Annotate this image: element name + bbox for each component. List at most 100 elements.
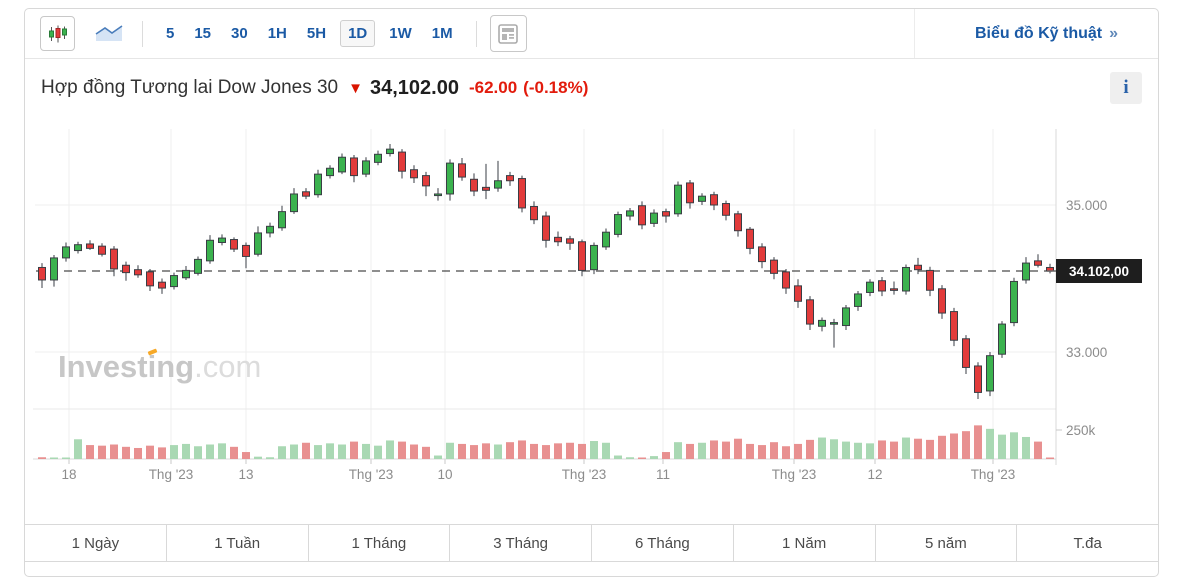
volume-bar — [230, 446, 238, 459]
x-axis-label: Thg '23 — [562, 467, 607, 482]
volume-bar — [650, 456, 658, 459]
interval-5h[interactable]: 5H — [306, 25, 327, 42]
volume-bar — [506, 442, 514, 459]
candle-body — [1034, 260, 1042, 266]
range-button-t-đa[interactable]: T.đa — [1017, 525, 1158, 561]
line-chart-button[interactable] — [89, 17, 129, 50]
candle-body — [554, 236, 562, 243]
candle-body — [170, 275, 178, 288]
volume-bar — [1022, 436, 1030, 459]
candle-body — [794, 285, 802, 302]
volume-bar — [662, 452, 670, 459]
candle-body — [482, 186, 490, 191]
candle-body — [614, 214, 622, 235]
volume-bar — [1034, 441, 1042, 459]
volume-bar — [938, 435, 946, 459]
candle-body — [674, 184, 682, 215]
price-chart[interactable]: 35.000 33.000 250k 18 Thg '23 13 Thg '23 10 Thg … — [25, 121, 1160, 489]
volume-bar — [830, 439, 838, 459]
volume-bar — [674, 442, 682, 459]
candle-body — [650, 212, 658, 224]
candle-body — [242, 244, 250, 257]
x-axis-label: 12 — [867, 467, 882, 482]
range-buttons-bar: 1 Ngày 1 Tuần 1 Tháng 3 Tháng 6 Tháng 1 Năm 5 … — [25, 524, 1158, 562]
volume-bar — [326, 443, 334, 459]
candle-body — [350, 157, 358, 177]
interval-1w[interactable]: 1W — [389, 25, 412, 42]
volume-bar — [590, 441, 598, 459]
range-button-5-năm[interactable]: 5 năm — [875, 525, 1018, 561]
candle-body — [86, 243, 94, 249]
candle-body — [746, 228, 754, 249]
range-button-6-tháng[interactable]: 6 Tháng — [592, 525, 734, 561]
volume-bar — [950, 433, 958, 459]
volume-bar — [278, 446, 286, 459]
range-button-1-tháng[interactable]: 1 Tháng — [308, 525, 451, 561]
volume-bar — [782, 446, 790, 459]
volume-bar — [890, 441, 898, 459]
volume-bar — [86, 445, 94, 459]
interval-30[interactable]: 30 — [231, 25, 248, 42]
interval-1d[interactable]: 1D — [340, 20, 376, 47]
info-button[interactable]: i — [1110, 72, 1142, 104]
interval-1m[interactable]: 1M — [431, 25, 453, 42]
volume-bar — [806, 439, 814, 459]
volume-bar — [962, 431, 970, 459]
candle-body — [542, 215, 550, 241]
range-button-1-năm[interactable]: 1 Năm — [733, 525, 876, 561]
range-button-1-ngày[interactable]: 1 Ngày — [25, 525, 167, 561]
candle-body — [470, 178, 478, 192]
candle-body — [134, 269, 142, 276]
candle-body — [518, 178, 526, 209]
candle-body — [398, 151, 406, 172]
candle-body — [950, 311, 958, 341]
candle-body — [782, 271, 790, 289]
x-axis-label: Thg '23 — [149, 467, 194, 482]
instrument-header: Hợp đồng Tương lai Dow Jones 30 ▼ 34,102… — [41, 71, 588, 105]
volume-bar — [878, 440, 886, 459]
candle-body — [962, 338, 970, 368]
volume-bar — [518, 440, 526, 459]
volume-bar — [290, 444, 298, 459]
range-button-3-tháng[interactable]: 3 Tháng — [450, 525, 592, 561]
volume-bar — [602, 442, 610, 459]
candle-body — [110, 248, 118, 270]
volume-bar — [698, 442, 706, 459]
volume-bar — [626, 457, 634, 459]
volume-bar — [182, 443, 190, 459]
interval-5[interactable]: 5 — [166, 25, 175, 42]
candle-body — [206, 239, 214, 262]
technical-chart-link[interactable]: Biểu đồ Kỹ thuật — [974, 24, 1103, 42]
candle-body — [830, 322, 838, 325]
candle-body — [602, 231, 610, 248]
candle-body — [638, 205, 646, 226]
volume-bar — [530, 443, 538, 459]
candlestick-chart-button[interactable] — [40, 16, 75, 51]
volume-bar — [38, 457, 46, 459]
interval-15[interactable]: 15 — [194, 25, 212, 42]
candle-body — [806, 299, 814, 325]
last-price-tag — [1056, 259, 1142, 283]
news-view-button[interactable] — [489, 15, 527, 52]
chart-widget-card: 5 15 30 1H 5H 1D 1W 1M Biểu đồ Kỹ thuật » Hợp đ… — [24, 8, 1159, 577]
candle-body — [506, 175, 514, 182]
x-axis-label: 11 — [656, 467, 670, 482]
candle-body — [914, 264, 922, 271]
price-change: -62.00 — [468, 78, 518, 97]
volume-bar — [710, 440, 718, 459]
volume-bar — [350, 441, 358, 459]
volume-bar — [218, 443, 226, 459]
candle-body — [758, 246, 766, 263]
volume-bar — [866, 443, 874, 459]
instrument-title: Hợp đồng Tương lai Dow Jones 30 — [41, 77, 339, 98]
volume-bar — [434, 455, 442, 459]
candle-body — [302, 191, 310, 197]
volume-bar — [338, 444, 346, 459]
interval-1h[interactable]: 1H — [267, 25, 287, 42]
volume-bar — [242, 452, 250, 459]
candle-body — [734, 213, 742, 232]
candle-body — [38, 266, 46, 281]
volume-bar — [542, 445, 550, 459]
x-axis-label: Thg '23 — [772, 467, 817, 482]
range-button-1-tuần[interactable]: 1 Tuần — [166, 525, 309, 561]
